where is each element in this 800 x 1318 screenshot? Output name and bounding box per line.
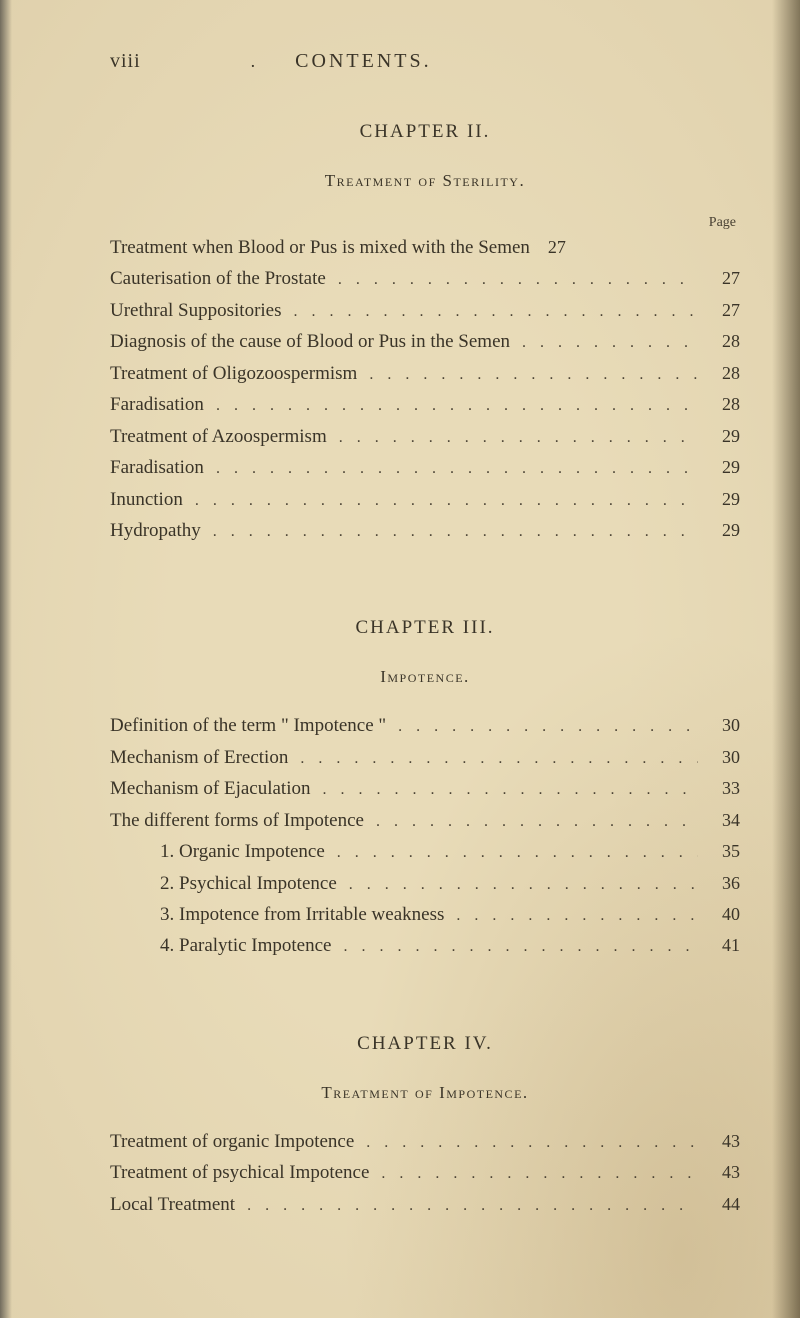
toc-row: Treatment when Blood or Pus is mixed wit… [110,233,740,262]
toc-label: 1. Organic Impotence [110,837,325,866]
toc-label: The different forms of Impotence [110,806,364,835]
chapter-4-subtitle: Treatment of Impotence. [110,1083,740,1103]
toc-page: 35 [704,838,740,866]
toc-page: 43 [704,1128,740,1156]
leader-dots [376,810,698,835]
toc-label: Mechanism of Ejaculation [110,774,311,803]
book-page: viii . CONTENTS. CHAPTER II. Treatment o… [0,0,800,1318]
toc-label: Definition of the term " Impotence " [110,711,386,740]
toc-row: Mechanism of Ejaculation 33 [110,774,740,803]
toc-label: 3. Impotence from Irritable weakness [110,900,444,929]
toc-label: 4. Paralytic Impotence [110,931,331,960]
toc-page: 29 [704,486,740,514]
toc-label: Treatment of Oligozoospermism [110,359,357,388]
chapter-2-toc: Treatment when Blood or Pus is mixed wit… [110,233,740,545]
running-head: viii . CONTENTS. [110,50,740,73]
leader-dots [456,904,698,929]
toc-row: The different forms of Impotence 34 [110,806,740,835]
toc-label: Treatment of Azoospermism [110,422,327,451]
toc-row: Local Treatment 44 [110,1190,740,1219]
toc-label: Hydropathy [110,516,201,545]
toc-page: 44 [704,1191,740,1219]
toc-row: Treatment of psychical Impotence 43 [110,1158,740,1187]
toc-row: Urethral Suppositories 27 [110,296,740,325]
toc-row: Inunction 29 [110,485,740,514]
toc-page: 29 [704,517,740,545]
leader-dots [323,778,699,803]
chapter-2-title: CHAPTER II. [110,121,740,143]
leader-dots [247,1194,698,1219]
toc-page: 29 [704,423,740,451]
toc-page: 28 [704,328,740,356]
toc-label: Mechanism of Erection [110,743,288,772]
leader-dots [337,841,698,866]
page-column-label: Page [110,215,740,231]
leader-dots [381,1162,698,1187]
toc-row: 4. Paralytic Impotence 41 [110,931,740,960]
leader-dots [366,1131,698,1156]
toc-label: Treatment when Blood or Pus is mixed wit… [110,233,530,262]
toc-row: Faradisation 29 [110,453,740,482]
toc-row: Cauterisation of the Prostate 27 [110,264,740,293]
toc-page: 30 [704,712,740,740]
toc-page: 34 [704,807,740,835]
leader-dots [339,426,698,451]
chapter-3-subtitle: Impotence. [110,667,740,687]
page-number-roman: viii [110,50,141,73]
toc-row: Diagnosis of the cause of Blood or Pus i… [110,327,740,356]
leader-dots [213,520,698,545]
toc-label: Local Treatment [110,1190,235,1219]
toc-label: Diagnosis of the cause of Blood or Pus i… [110,327,510,356]
chapter-3-title: CHAPTER III. [110,617,740,639]
toc-label: Cauterisation of the Prostate [110,264,326,293]
toc-label: Urethral Suppositories [110,296,282,325]
leader-dots [343,935,698,960]
toc-row: Faradisation 28 [110,390,740,419]
toc-page: 28 [704,391,740,419]
contents-heading: CONTENTS. [295,50,431,73]
leader-dots [369,363,698,388]
toc-label: 2. Psychical Impotence [110,869,337,898]
toc-page: 27 [704,297,740,325]
leader-dots [216,457,698,482]
leader-dots [195,489,698,514]
toc-label: Inunction [110,485,183,514]
toc-label: Treatment of organic Impotence [110,1127,354,1156]
chapter-4-title: CHAPTER IV. [110,1033,740,1055]
toc-row: Treatment of Oligozoospermism 28 [110,359,740,388]
toc-page: 30 [704,744,740,772]
leader-dots [349,873,698,898]
chapter-2-subtitle: Treatment of Sterility. [110,171,740,191]
toc-label: Treatment of psychical Impotence [110,1158,369,1187]
toc-page: 40 [704,901,740,929]
toc-page: 33 [704,775,740,803]
leader-dots [216,394,698,419]
separator-dot: . [251,51,256,72]
toc-row: Treatment of Azoospermism 29 [110,422,740,451]
toc-row: 2. Psychical Impotence 36 [110,869,740,898]
leader-dots [294,300,698,325]
leader-dots [522,331,698,356]
chapter-3-toc: Definition of the term " Impotence " 30 M… [110,711,740,961]
toc-page: 27 [704,265,740,293]
leader-dots [338,268,698,293]
toc-page: 29 [704,454,740,482]
toc-label: Faradisation [110,390,204,419]
toc-page: 27 [530,234,566,262]
toc-row: 1. Organic Impotence 35 [110,837,740,866]
leader-dots [398,715,698,740]
toc-row: Treatment of organic Impotence 43 [110,1127,740,1156]
toc-page: 36 [704,870,740,898]
toc-row: Mechanism of Erection 30 [110,743,740,772]
toc-row: Hydropathy 29 [110,516,740,545]
leader-dots [300,747,698,772]
toc-label: Faradisation [110,453,204,482]
toc-row: Definition of the term " Impotence " 30 [110,711,740,740]
chapter-4-toc: Treatment of organic Impotence 43 Treatme… [110,1127,740,1219]
toc-page: 28 [704,360,740,388]
toc-page: 41 [704,932,740,960]
toc-row: 3. Impotence from Irritable weakness 40 [110,900,740,929]
toc-page: 43 [704,1159,740,1187]
